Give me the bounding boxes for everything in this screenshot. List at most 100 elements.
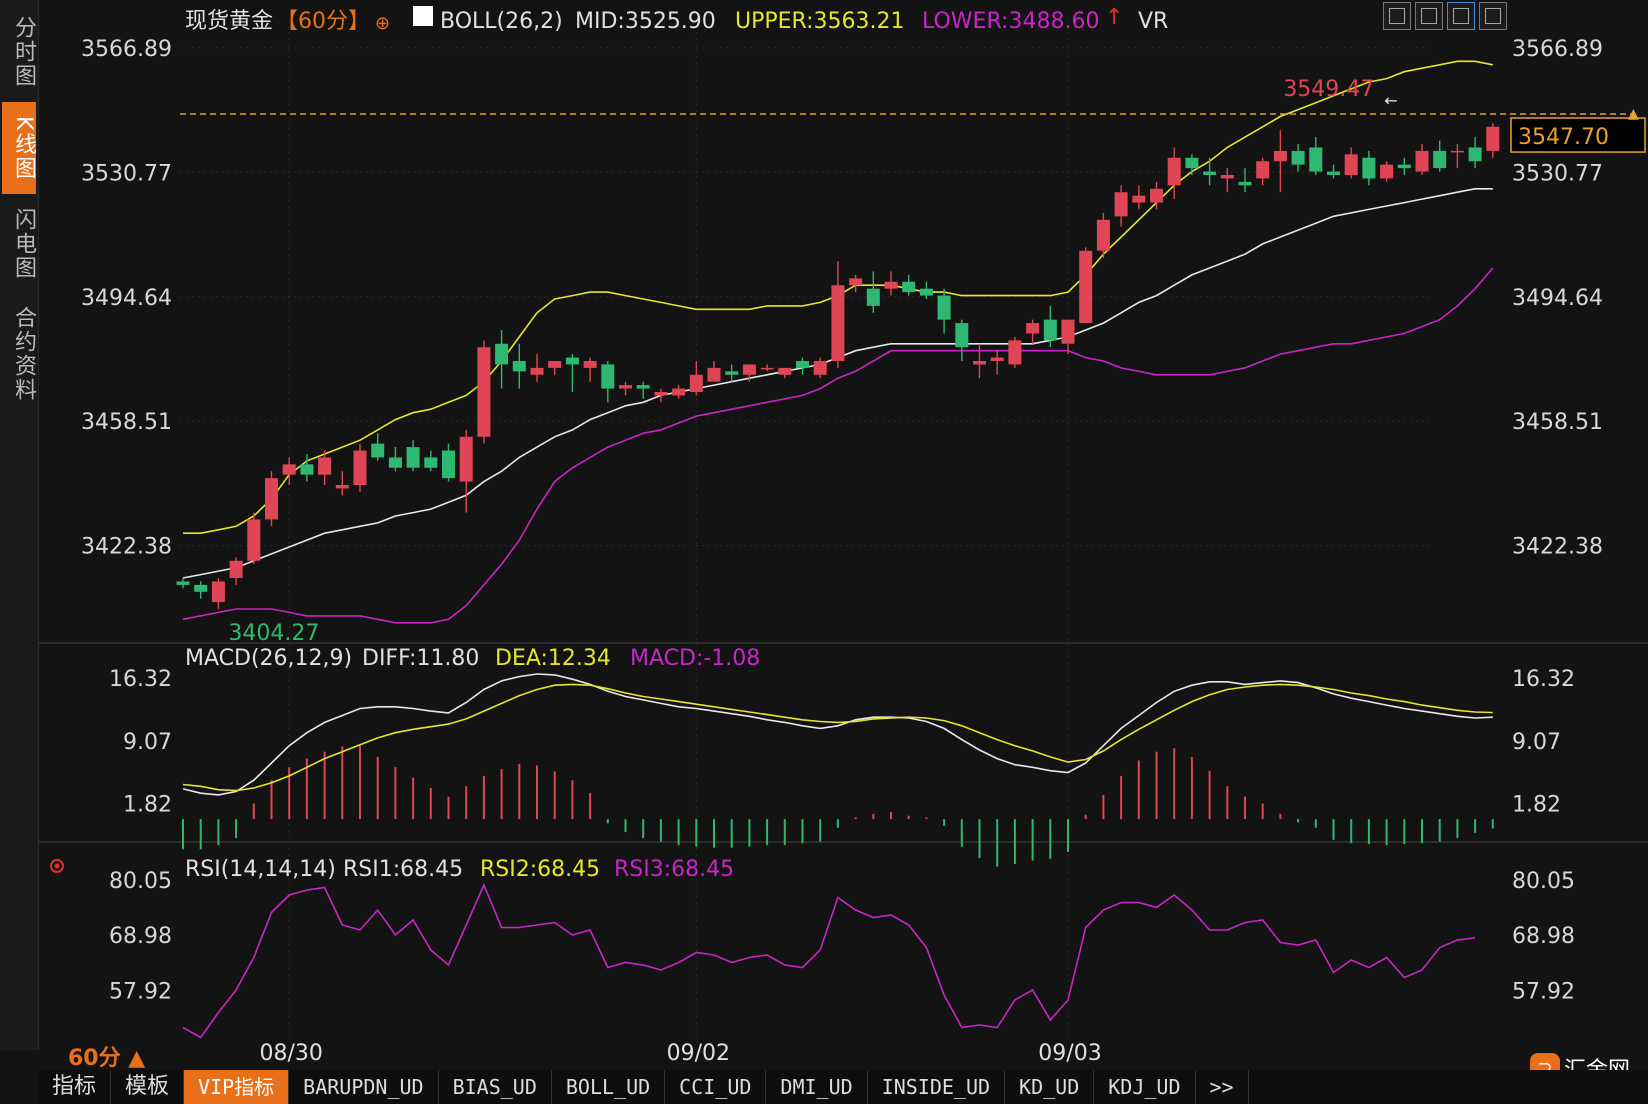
grid-icon[interactable] [1383,2,1411,30]
rsi-axis-label-left: 57.92 [109,979,172,1004]
candle-body [211,581,225,603]
current-price-label: 3547.70 [1518,125,1609,150]
candle-body [1043,319,1057,341]
current-price-box [1510,117,1646,153]
indicator-tab-3[interactable]: BARUPDN_UD [289,1070,439,1104]
candle-body [813,361,827,375]
candle-body [318,457,332,475]
candle-body [689,374,703,392]
sidebar-item-2[interactable]: 闪电图 [11,208,36,280]
candle-body [672,388,686,396]
candle-body [636,385,650,389]
price-axis-label-right: 3494.64 [1512,286,1603,311]
bar-chart-icon[interactable] [1415,2,1443,30]
candle-body [1327,171,1340,175]
price-axis-label-left: 3458.51 [81,410,172,435]
candle-body [424,457,438,468]
high-price-label: 3549.47 [1283,77,1374,102]
indicator-tab-11[interactable]: >> [1196,1070,1249,1104]
candle-body [849,278,863,286]
candle-body [796,361,809,368]
candle-body [742,364,756,375]
indicator-tab-7[interactable]: DMI_UD [766,1070,868,1104]
candle-body [1344,154,1358,175]
boll-mid-line [182,188,1493,579]
macd-axis-label-right: 1.82 [1512,792,1561,817]
candle-body [1026,323,1040,334]
rsi-label: RSI(14,14,14) [185,857,336,882]
crosshair-icon: ⊕ [375,13,390,34]
macd-diff-line [182,673,1493,796]
indicator-tab-6[interactable]: CCI_UD [665,1070,767,1104]
boll-indicator-icon [413,6,433,26]
candle-body [583,361,597,368]
rsi1-value: RSI1:68.45 [343,857,463,882]
candle-body [371,443,385,458]
macd-axis-label-left: 1.82 [123,792,172,817]
candle-body [512,361,526,372]
indicator-tab-4[interactable]: BIAS_UD [439,1070,552,1104]
macd-value: MACD:-1.08 [630,646,760,671]
date-axis-label: 09/02 [667,1041,730,1066]
exit-icon[interactable] [1479,2,1507,30]
candle-body [919,288,933,296]
indicator-tabs: 指标 模板 VIP指标 BARUPDN_UD BIAS_UD BOLL_UD CCI_UD D… [38,1070,1648,1104]
macd-axis-label-right: 9.07 [1512,730,1561,755]
candle-body [353,450,367,485]
candle-body [1167,157,1181,186]
indicator-tab-0[interactable]: 指标 [38,1070,112,1104]
candle-chart-icon[interactable] [1447,2,1475,30]
candle-body [1008,340,1022,365]
price-axis-label-right: 3530.77 [1512,161,1603,186]
rsi-line [182,882,1476,1039]
sidebar-item-0[interactable]: 分时图 [11,16,36,88]
candle-body [707,367,721,382]
candle-body [619,385,632,389]
rsi-axis-label-left: 68.98 [109,924,172,949]
boll-lower-line [182,267,1494,624]
candle-body [1079,250,1093,324]
indicator-tab-9[interactable]: KD_UD [1005,1070,1095,1104]
rsi-axis-label-right: 57.92 [1512,979,1575,1004]
candle-body [335,485,349,489]
candle-body [1150,188,1163,203]
macd-dea-value: DEA:12.34 [495,646,611,671]
boll-upper-value: UPPER:3563.21 [735,9,905,34]
candle-body [1096,219,1110,251]
date-axis-label: 08/30 [259,1041,322,1066]
sidebar-item-1[interactable]: K线图 [2,102,36,194]
candle-body [442,450,455,479]
candle-body [778,367,792,375]
price-axis-label-left: 3422.38 [81,535,172,560]
indicator-tab-2[interactable]: VIP指标 [184,1070,290,1104]
date-axis-label: 09/03 [1038,1041,1101,1066]
candle-body [1433,150,1447,169]
indicator-tab-5[interactable]: BOLL_UD [552,1070,666,1104]
candle-body [1450,150,1464,153]
indicator-tab-1[interactable]: 模板 [111,1070,185,1104]
indicator-tab-10[interactable]: KDJ_UD [1094,1070,1196,1104]
rsi2-value: RSI2:68.45 [480,857,600,882]
candle-body [1380,164,1394,179]
period-label: 【60分】 [276,9,370,34]
candle-body [884,281,898,289]
rsi-axis-label-right: 80.05 [1512,869,1575,894]
candle-body [1486,126,1500,151]
price-axis-label-left: 3530.77 [81,161,172,186]
period-footer[interactable]: 60分 ▲ [68,1046,146,1071]
indicator-tab-8[interactable]: INSIDE_UD [868,1070,1006,1104]
price-axis-label-right: 3422.38 [1512,535,1603,560]
sidebar-item-3[interactable]: 合约资料 [11,306,36,402]
candle-body [955,323,969,348]
boll-mid-value: MID:3525.90 [575,9,716,34]
candle-body [229,560,243,578]
candle-body [760,367,774,370]
current-price-marker-icon: ▲ [1628,106,1639,122]
candle-body [388,457,402,468]
candle-body [725,371,739,375]
rsi-settings-dot [54,863,60,869]
candle-body [530,367,544,375]
candle-body [1114,192,1128,217]
candle-body [1256,161,1270,179]
